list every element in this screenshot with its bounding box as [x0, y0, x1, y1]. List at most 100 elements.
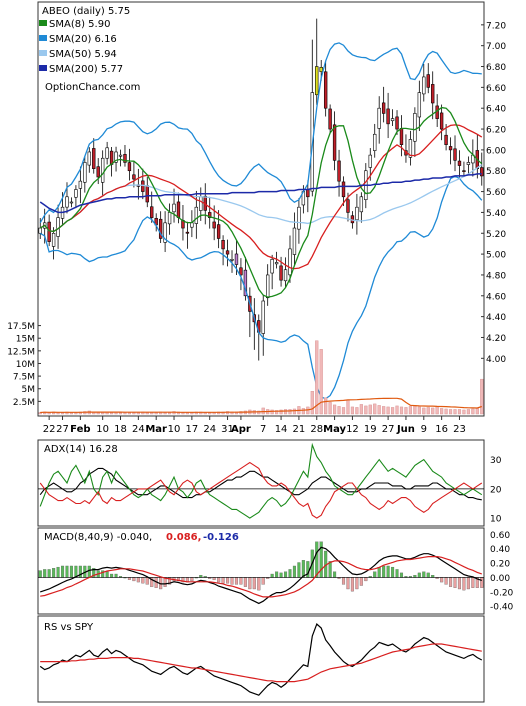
macd-histogram-bar	[292, 565, 296, 578]
macd-histogram-bar	[431, 575, 435, 578]
volume-bar	[426, 407, 430, 415]
candle	[439, 112, 444, 130]
macd-histogram-bar	[301, 560, 305, 578]
macd-histogram-bar	[234, 577, 239, 585]
macd-ytick-label: -0.20	[490, 588, 514, 598]
candle	[199, 196, 203, 211]
macd-histogram-bar	[350, 577, 354, 592]
macd-histogram-bar	[395, 569, 399, 578]
watermark: OptionChance.com	[45, 82, 140, 93]
price-ytick-label: 4.20	[486, 334, 506, 344]
macd-histogram-bar	[141, 577, 145, 584]
volume-bar	[377, 405, 381, 415]
candle	[65, 196, 69, 208]
macd-histogram-bar	[56, 566, 60, 578]
candle	[283, 269, 288, 282]
macd-histogram-bar	[239, 577, 243, 585]
volume-bar	[337, 406, 341, 415]
macd-ytick-label: 0.00	[490, 574, 510, 584]
candle	[270, 259, 274, 274]
price-ytick-label: 5.20	[486, 230, 506, 240]
candle	[288, 248, 292, 276]
volume-bar	[413, 405, 417, 415]
candle	[38, 227, 42, 234]
adx-title: ADX(14) 16.28	[44, 444, 118, 455]
x-tick-label: Jun	[396, 424, 415, 435]
candle	[141, 180, 145, 192]
macd-value-signal: 0.086,	[166, 532, 201, 543]
macd-histogram-bar	[413, 575, 417, 578]
volume-ytick-label: 2.5M	[13, 398, 35, 408]
volume-bar	[417, 406, 421, 415]
macd-histogram-bar	[248, 577, 252, 590]
candle	[212, 221, 216, 229]
price-ytick-label: 4.40	[486, 313, 506, 323]
x-tick-label: 18	[114, 424, 127, 435]
candle	[176, 201, 181, 218]
volume-bar	[404, 407, 408, 415]
legend-label: SMA(50) 5.94	[49, 49, 117, 60]
sma50-line	[39, 164, 483, 233]
candle	[172, 203, 176, 213]
x-tick-label: 14	[275, 424, 288, 435]
candle	[306, 189, 310, 198]
candle	[426, 74, 430, 88]
rs-series-line	[40, 643, 482, 683]
macd-histogram-bar	[391, 566, 395, 578]
candle	[239, 267, 243, 276]
macd-histogram-bar	[270, 573, 274, 578]
adx-ytick-label: 10	[490, 515, 502, 525]
candle	[105, 147, 109, 159]
macd-ytick-label: 0.40	[490, 545, 510, 555]
volume-bar	[301, 408, 305, 415]
volume-bar	[399, 406, 404, 415]
candle	[408, 139, 413, 158]
candle	[266, 274, 270, 299]
x-tick-label: May	[323, 424, 346, 435]
volume-bar	[395, 405, 399, 415]
legend-swatch	[39, 65, 47, 71]
price-ytick-label: 4.60	[486, 292, 506, 302]
macd-histogram-bar	[315, 541, 319, 578]
macd-title: MACD(8,40,9) -0.040,	[44, 532, 152, 543]
candle	[381, 102, 386, 114]
candle	[261, 300, 265, 334]
macd-histogram-bar	[127, 577, 131, 580]
macd-histogram-bar	[43, 569, 47, 578]
volume-bar	[431, 407, 435, 415]
volume-bar	[462, 409, 466, 415]
x-tick-label: Mar	[145, 424, 167, 435]
macd-histogram-bar	[449, 577, 453, 587]
macd-histogram-bar	[346, 577, 350, 590]
macd-histogram-bar	[199, 575, 203, 578]
candle	[431, 84, 435, 104]
macd-histogram-bar	[333, 571, 337, 578]
macd-histogram-bar	[297, 562, 301, 578]
volume-bar	[257, 410, 261, 415]
adx-series-line	[39, 442, 483, 519]
macd-histogram-bar	[417, 572, 421, 578]
candle	[118, 154, 123, 157]
volume-bar	[373, 403, 377, 415]
macd-histogram-bar	[471, 577, 475, 588]
candle	[390, 118, 395, 122]
x-tick-label: 21	[293, 424, 306, 435]
macd-histogram-bar	[364, 577, 368, 582]
candle	[47, 221, 51, 242]
legend-swatch	[39, 35, 47, 41]
macd-histogram-bar	[466, 577, 470, 590]
macd-histogram-bar	[386, 565, 390, 578]
volume-bar	[457, 409, 462, 415]
macd-histogram-bar	[288, 569, 292, 578]
macd-histogram-bar	[105, 571, 109, 578]
volume-bar	[440, 408, 444, 415]
macd-histogram-bar	[212, 577, 216, 580]
candle	[399, 128, 404, 145]
volume-bar	[390, 407, 395, 415]
price-ytick-label: 6.40	[486, 105, 506, 115]
candle	[185, 231, 190, 234]
x-tick-label: 22	[43, 424, 56, 435]
x-tick-label: 27	[56, 424, 69, 435]
macd-histogram-bar	[283, 571, 288, 578]
macd-histogram-bar	[444, 577, 448, 585]
